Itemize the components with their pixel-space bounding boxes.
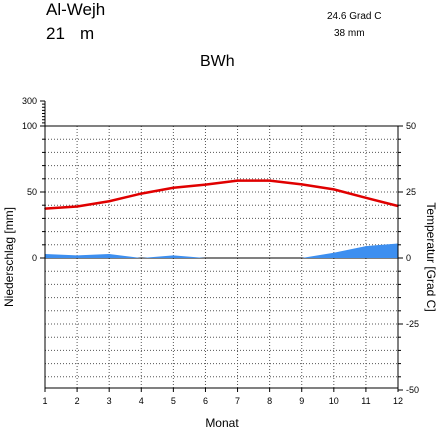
elevation-unit: m (80, 24, 94, 43)
left-axis-title: Niederschlag [mm] (2, 207, 16, 307)
x-tick-label: 8 (267, 396, 272, 406)
precipitation-area (45, 243, 398, 258)
x-tick-label: 10 (329, 396, 339, 406)
x-tick-label: 4 (139, 396, 144, 406)
right-axis-title: Temperatur [Grad C] (424, 202, 438, 311)
temperature-point (172, 186, 175, 189)
right-tick-label: 0 (406, 253, 411, 263)
left-tick-label: 300 (22, 96, 37, 106)
temperature-point (300, 183, 303, 186)
tick-marks (40, 100, 403, 392)
x-tick-label: 12 (393, 396, 403, 406)
x-tick-label: 6 (203, 396, 208, 406)
x-tick-label: 1 (42, 396, 47, 406)
right-tick-label: 50 (406, 121, 416, 131)
x-tick-label: 9 (299, 396, 304, 406)
climate-classification: BWh (200, 53, 235, 70)
x-axis-title: Monat (205, 416, 239, 430)
right-tick-label: -50 (406, 385, 419, 395)
x-tick-label: 2 (75, 396, 80, 406)
temperature-point (333, 188, 335, 191)
temperature-point (204, 183, 207, 186)
temperature-point (268, 179, 271, 182)
right-tick-label: -25 (406, 319, 419, 329)
temperature-polyline (44, 179, 399, 210)
left-tick-label: 50 (27, 187, 37, 197)
left-tick-label: 0 (32, 253, 37, 263)
plot-border (44, 125, 399, 389)
temperature-point (108, 200, 110, 203)
station-elevation: 21 (46, 24, 65, 43)
station-name: Al-Wejh (46, 0, 105, 19)
precipitation-area-fill (45, 243, 398, 258)
temperature-point (140, 192, 143, 195)
x-tick-label: 3 (107, 396, 112, 406)
annual-precipitation: 38 mm (334, 28, 365, 39)
temperature-line (44, 179, 399, 210)
right-tick-label: 25 (406, 187, 416, 197)
x-tick-label: 5 (171, 396, 176, 406)
mean-temperature: 24.6 Grad C (327, 11, 381, 22)
temperature-point (365, 197, 367, 199)
temperature-point (76, 205, 78, 208)
x-tick-label: 11 (361, 396, 370, 406)
temperature-point (236, 179, 239, 182)
left-tick-label: 100 (22, 121, 37, 131)
x-tick-label: 7 (235, 396, 240, 406)
